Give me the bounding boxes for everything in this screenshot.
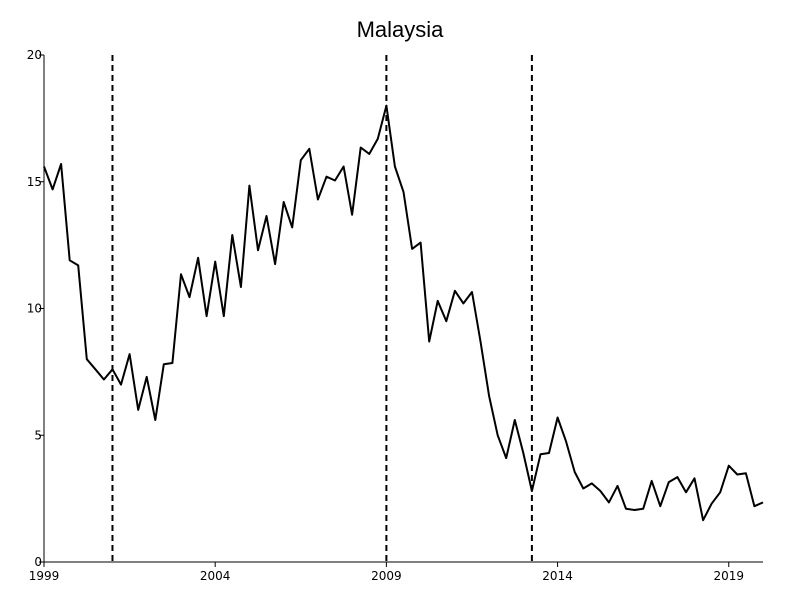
chart-title: Malaysia	[357, 17, 445, 42]
series-line	[43, 104, 764, 522]
x-tick-label: 2019	[713, 569, 744, 583]
y-tick-label: 20	[27, 48, 42, 62]
y-tick-label: 5	[34, 428, 42, 442]
plot-area: 0 5 10 15 20 1999 2004 2009 2014 2019	[27, 48, 764, 583]
y-tick-label: 10	[27, 302, 42, 316]
y-tick-label: 0	[34, 555, 42, 569]
y-tick-label: 15	[27, 175, 42, 189]
x-tick-label: 2004	[200, 569, 231, 583]
x-tick-label: 1999	[29, 569, 60, 583]
x-tick-label: 2009	[371, 569, 402, 583]
x-tick-label: 2014	[542, 569, 573, 583]
